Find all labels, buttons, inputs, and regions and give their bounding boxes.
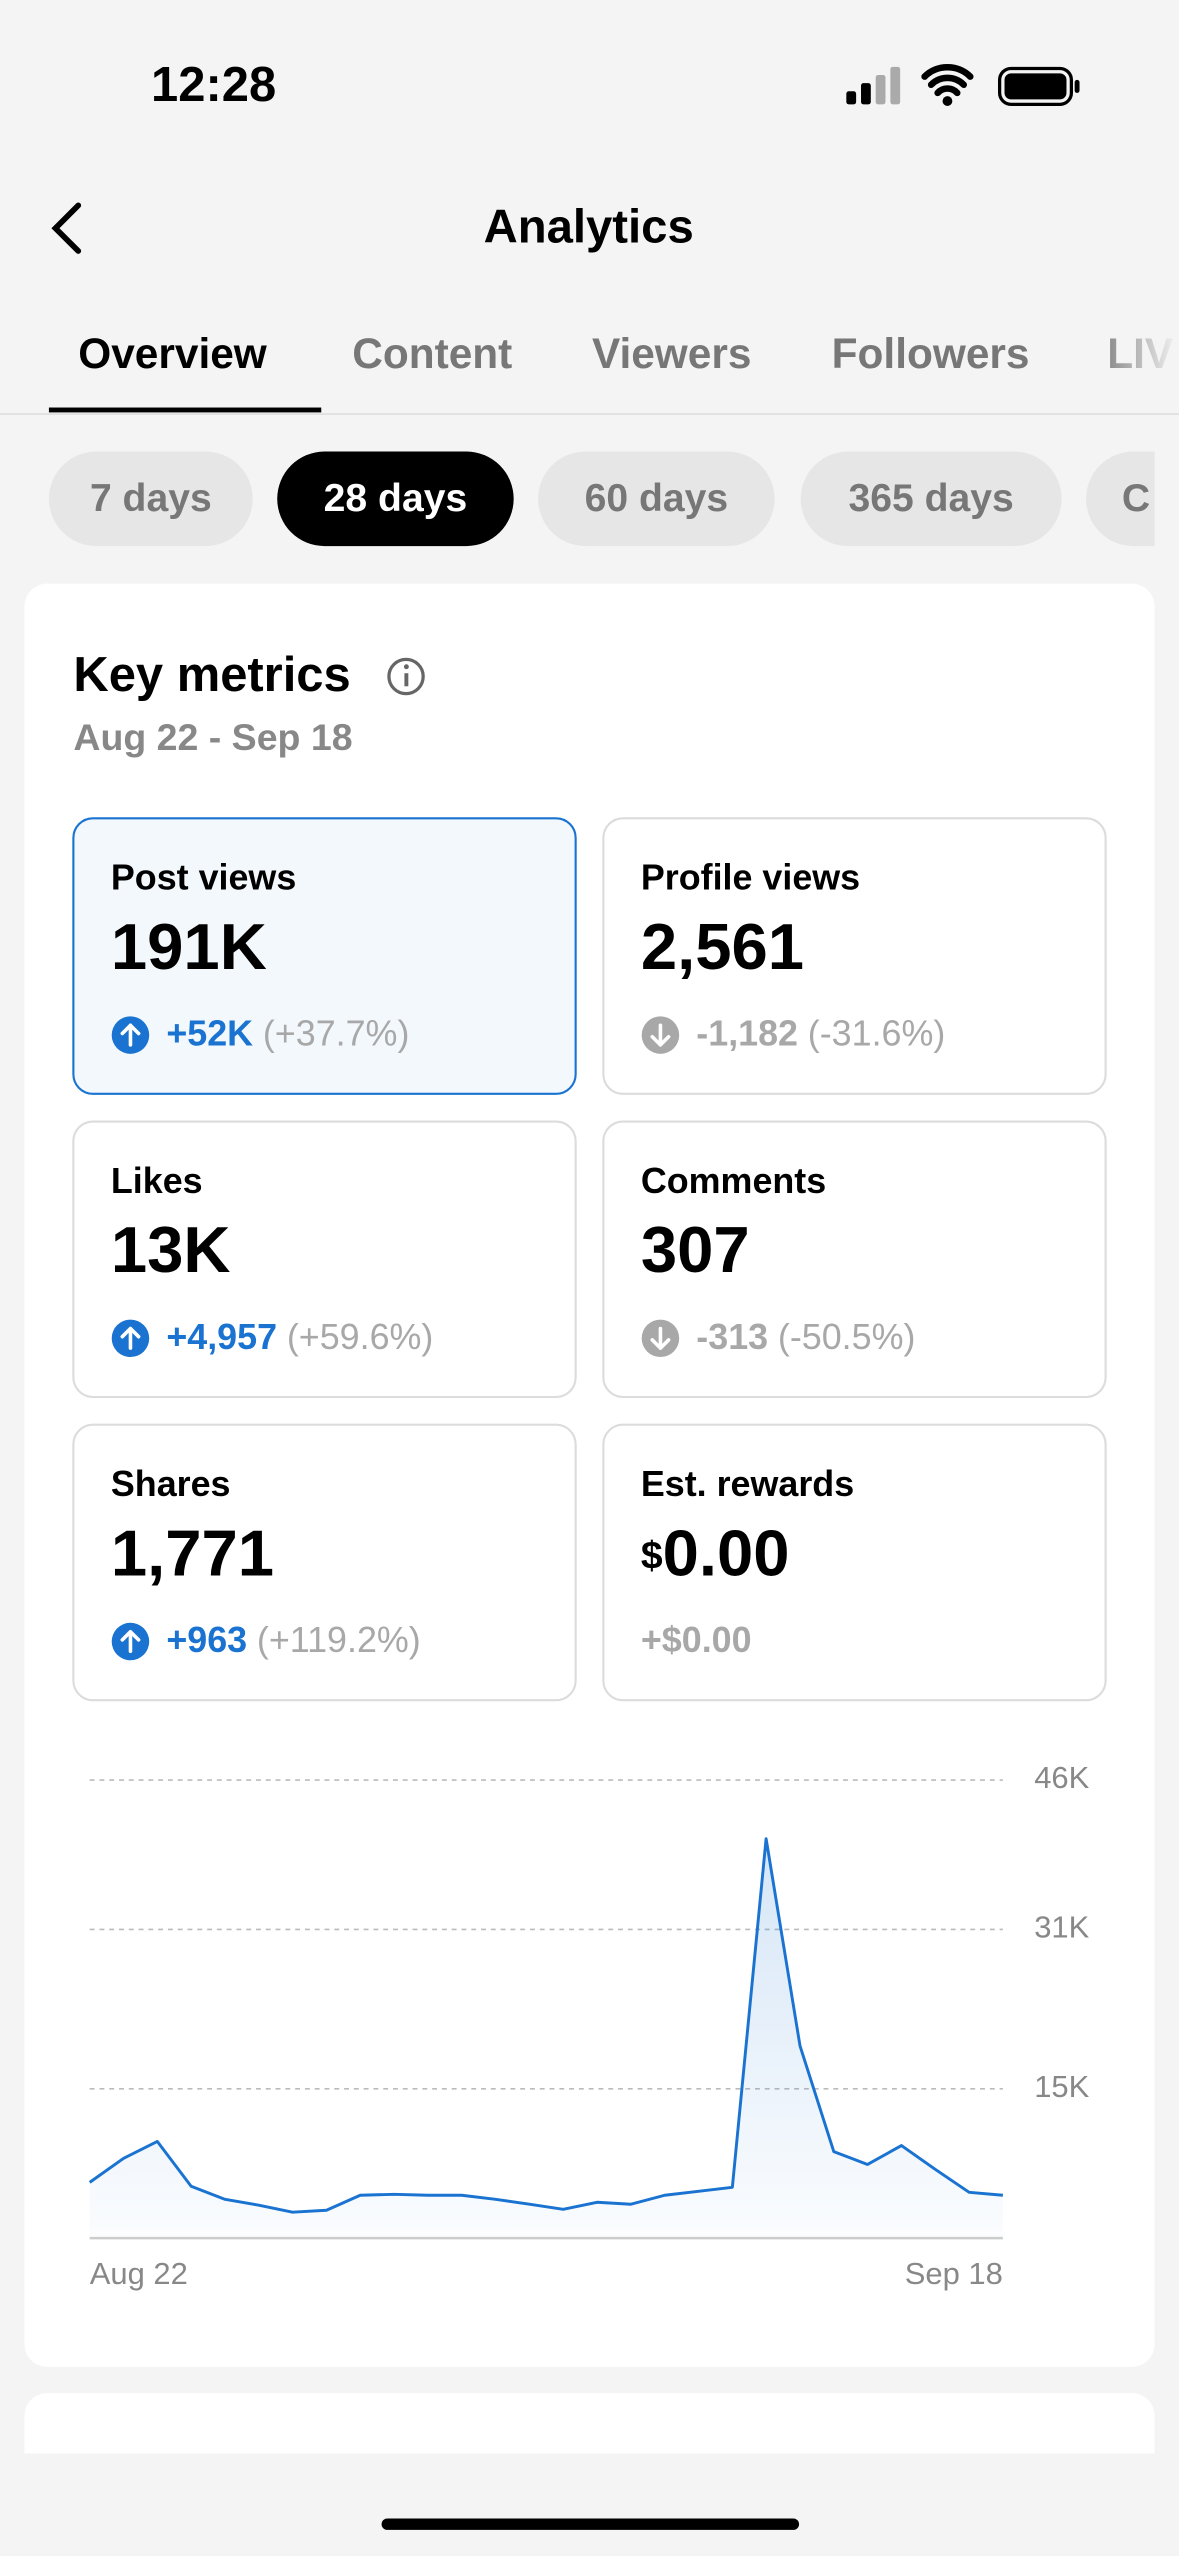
- range-pill[interactable]: [48, 451, 253, 547]
- range-label[interactable]: 7 days: [90, 477, 212, 520]
- metric-value: 307: [641, 1213, 750, 1286]
- metric-grid: Post views 191K +52K (+37.7%) Profile views 2…: [72, 817, 1107, 1702]
- metric-currency: $: [641, 1535, 663, 1578]
- metric-tile[interactable]: [72, 1423, 577, 1702]
- tab[interactable]: Overview: [78, 330, 268, 377]
- bottom-area: [0, 2453, 1179, 2556]
- range-filter: 7 days 28 days 60 days 365 days C: [48, 440, 1179, 555]
- back-button[interactable]: [51, 202, 82, 254]
- metric-label: Likes: [111, 1161, 203, 1201]
- metric-change: -1,182 (-31.6%): [696, 1014, 945, 1054]
- metric-change: +4,957 (+59.6%): [166, 1317, 433, 1357]
- change-value: -313: [696, 1317, 768, 1357]
- tab-underline: [48, 407, 322, 413]
- x-tick-label: Sep 18: [905, 2256, 1003, 2291]
- change-percent: (-31.6%): [808, 1014, 946, 1054]
- metric-number: 1,771: [111, 1517, 274, 1590]
- metric-label: Est. rewards: [641, 1464, 854, 1504]
- trend-arrow: [650, 1326, 671, 1350]
- change-percent: (-50.5%): [778, 1317, 916, 1357]
- pill-fade: [1154, 440, 1179, 555]
- range-label[interactable]: 365 days: [848, 477, 1013, 520]
- range-label[interactable]: 28 days: [324, 477, 468, 520]
- metric-label: Comments: [641, 1161, 826, 1201]
- change-value: +963: [166, 1621, 247, 1661]
- tab-bar: OverviewContentViewersFollowersLIV: [78, 330, 1173, 377]
- status-time: 12:28: [151, 58, 276, 112]
- range-label[interactable]: 60 days: [585, 477, 729, 520]
- metric-value: 2,561: [641, 910, 804, 983]
- metric-change: +963 (+119.2%): [166, 1621, 420, 1661]
- line: [88, 1837, 1004, 2214]
- metric-number: 13K: [111, 1213, 231, 1286]
- home-indicator: [381, 2518, 800, 2530]
- metric-value: 191K: [111, 910, 267, 983]
- change-value: +4,957: [166, 1317, 277, 1357]
- tab[interactable]: Followers: [832, 330, 1030, 377]
- metric-label: Profile views: [641, 858, 860, 898]
- page-title: Analytics: [484, 200, 694, 253]
- y-tick-label: 15K: [1034, 2069, 1089, 2104]
- change-percent: (+119.2%): [257, 1621, 421, 1661]
- metric-tile[interactable]: [72, 817, 577, 1095]
- change-percent: (+37.7%): [263, 1014, 410, 1054]
- tab[interactable]: Content: [352, 330, 512, 377]
- change-value: +52K: [166, 1014, 253, 1054]
- trend-arrow: [120, 1629, 141, 1654]
- x-tick-label: Aug 22: [90, 2256, 188, 2291]
- metric-value: 13K: [111, 1213, 231, 1286]
- metric-value: $0.00: [641, 1517, 790, 1590]
- range-label[interactable]: C: [1122, 477, 1150, 520]
- metric-change: +$0.00: [641, 1621, 752, 1661]
- metric-number: 2,561: [641, 910, 804, 983]
- range-pill[interactable]: [277, 451, 514, 547]
- metric-tile[interactable]: [602, 1120, 1107, 1399]
- change-value: -1,182: [696, 1014, 798, 1054]
- y-tick-label: 31K: [1034, 1910, 1089, 1945]
- area: [89, 1838, 1003, 2239]
- metric-tile[interactable]: [602, 1423, 1107, 1702]
- metric-value: 1,771: [111, 1517, 274, 1590]
- metric-number: 0.00: [663, 1517, 790, 1590]
- metric-tile[interactable]: [72, 1120, 577, 1399]
- metric-change: -313 (-50.5%): [696, 1317, 915, 1357]
- metric-tile[interactable]: [602, 817, 1107, 1095]
- metric-number: 191K: [111, 910, 267, 983]
- date-range: Aug 22 - Sep 18: [73, 716, 352, 758]
- trend-arrow: [120, 1023, 141, 1047]
- status-icons: [846, 64, 1080, 106]
- metric-change: +52K (+37.7%): [166, 1014, 409, 1054]
- range-pill[interactable]: [800, 451, 1062, 547]
- metric-label: Shares: [111, 1464, 231, 1504]
- tab-fade: [1092, 293, 1179, 411]
- trend-arrow: [120, 1326, 141, 1350]
- trend-arrow: [650, 1023, 671, 1047]
- metric-label: Post views: [111, 858, 296, 898]
- metric-number: 307: [641, 1213, 750, 1286]
- tab[interactable]: Viewers: [592, 330, 751, 377]
- chart: 15K 31K 46K Aug 22 Sep 18: [88, 1760, 1090, 2291]
- range-pill[interactable]: [538, 451, 775, 547]
- change-value: +$0.00: [641, 1621, 752, 1661]
- info-icon[interactable]: [387, 657, 425, 696]
- change-percent: (+59.6%): [287, 1317, 434, 1357]
- card-title: Key metrics: [73, 648, 350, 702]
- y-tick-label: 46K: [1034, 1760, 1089, 1795]
